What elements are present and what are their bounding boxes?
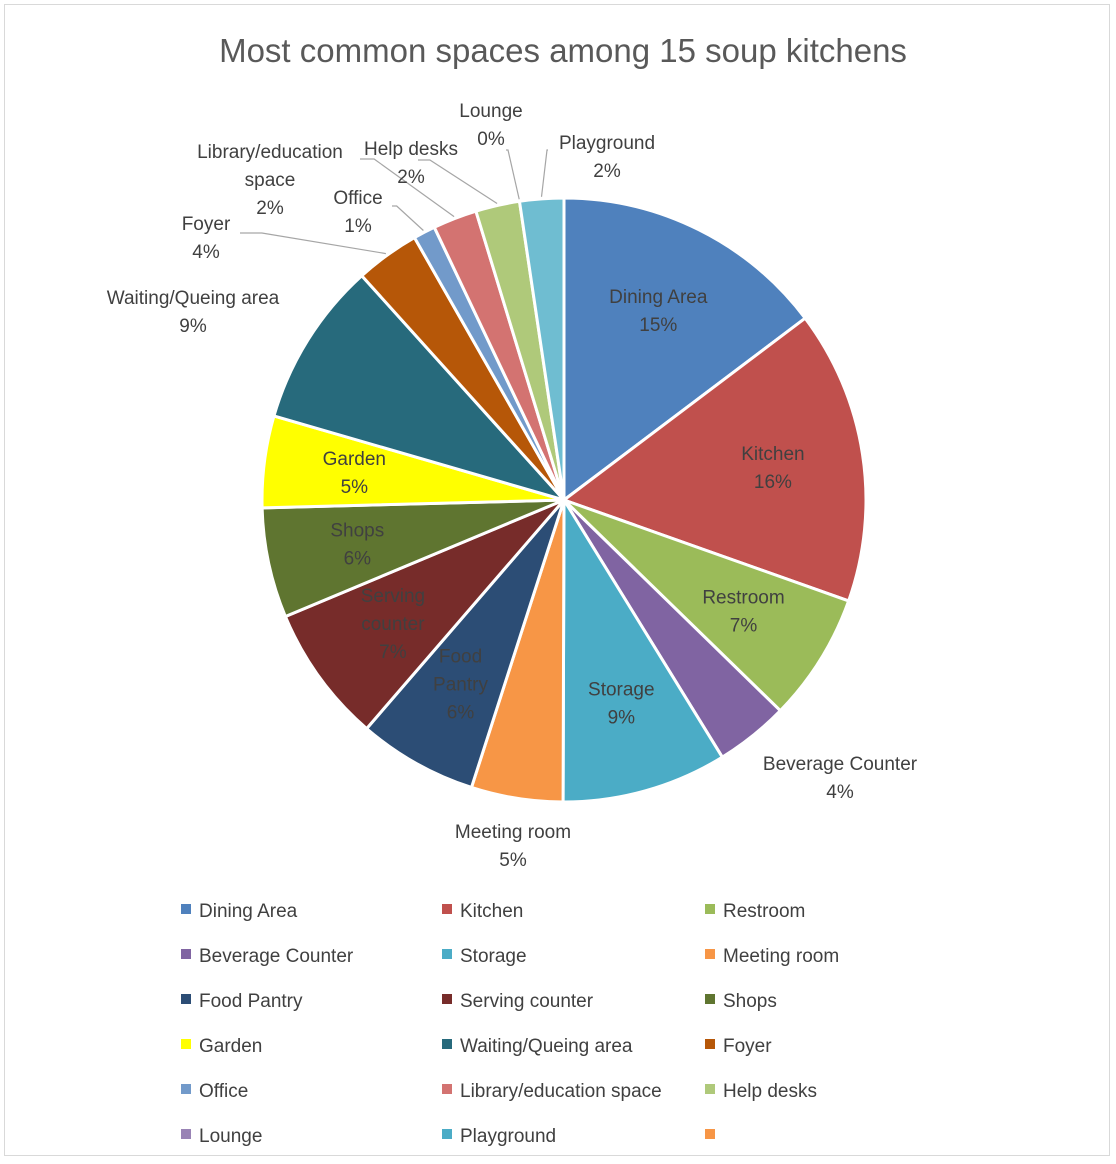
data-label-storage: Storage	[588, 680, 655, 701]
legend-swatch-blank-17	[705, 1129, 715, 1139]
data-label-value-food-pantry: 6%	[447, 702, 475, 723]
data-label-foyer: Foyer	[182, 214, 231, 235]
data-label-shops: Shops	[330, 520, 384, 541]
legend-label-playground: Playground	[460, 1126, 556, 1147]
legend-swatch-lounge	[181, 1129, 191, 1139]
data-label-beverage-counter: Beverage Counter	[763, 754, 918, 775]
data-label-playground: Playground	[559, 133, 655, 154]
data-label-waiting-queing-area: Waiting/Queing area	[107, 288, 280, 309]
data-label-restroom: Restroom	[702, 588, 784, 609]
legend-label-meeting-room: Meeting room	[723, 946, 839, 967]
data-label-value-lounge: 0%	[477, 129, 505, 150]
legend-swatch-waiting-queing-area	[442, 1039, 452, 1049]
legend-swatch-help-desks	[705, 1084, 715, 1094]
data-label-office: Office	[333, 188, 382, 209]
data-label-serving-counter: counter	[361, 614, 425, 635]
legend-swatch-beverage-counter	[181, 949, 191, 959]
legend-label-shops: Shops	[723, 991, 777, 1012]
data-label-meeting-room: Meeting room	[455, 822, 571, 843]
data-label-value-office: 1%	[344, 216, 372, 237]
legend-label-library-education-space: Library/education space	[460, 1081, 662, 1102]
legend-label-food-pantry: Food Pantry	[199, 991, 303, 1012]
data-label-value-serving-counter: 7%	[379, 642, 407, 663]
data-label-value-shops: 6%	[344, 548, 372, 569]
slice-serving-counter	[283, 498, 566, 731]
legend-swatch-playground	[442, 1129, 452, 1139]
data-label-garden: Garden	[323, 449, 386, 470]
legend-swatch-dining-area	[181, 904, 191, 914]
data-label-value-help-desks: 2%	[397, 167, 425, 188]
legend-label-storage: Storage	[460, 946, 527, 967]
slice-playground	[517, 196, 566, 501]
legend-swatch-library-education-space	[442, 1084, 452, 1094]
legend-swatch-office	[181, 1084, 191, 1094]
legend-label-lounge: Lounge	[199, 1126, 262, 1147]
data-label-value-meeting-room: 5%	[499, 850, 527, 871]
slice-kitchen	[560, 316, 868, 603]
data-label-value-kitchen: 16%	[754, 472, 792, 493]
legend-label-kitchen: Kitchen	[460, 901, 523, 922]
leader-line-playground	[540, 149, 548, 197]
legend-label-garden: Garden	[199, 1036, 262, 1057]
data-label-food-pantry: Pantry	[433, 674, 488, 695]
legend-swatch-kitchen	[442, 904, 452, 914]
data-label-value-garden: 5%	[341, 477, 369, 498]
data-label-value-storage: 9%	[608, 708, 636, 729]
pie-slices	[260, 196, 868, 804]
data-label-help-desks: Help desks	[364, 139, 458, 160]
data-label-library-education-space: Library/education	[197, 142, 343, 163]
data-label-library-education-space: space	[245, 170, 296, 191]
slice-restroom	[562, 498, 851, 713]
legend-swatch-serving-counter	[442, 994, 452, 1004]
legend-label-dining-area: Dining Area	[199, 901, 298, 922]
data-label-serving-counter: Serving	[361, 586, 425, 607]
legend-label-beverage-counter: Beverage Counter	[199, 946, 354, 967]
leader-line-foyer	[240, 232, 386, 255]
legend-label-restroom: Restroom	[723, 901, 805, 922]
slice-food-pantry	[364, 499, 566, 790]
leader-line-office	[392, 205, 424, 231]
data-label-value-waiting-queing-area: 9%	[179, 316, 207, 337]
data-label-lounge: Lounge	[459, 101, 522, 122]
data-label-kitchen: Kitchen	[741, 444, 804, 465]
data-label-value-playground: 2%	[593, 161, 621, 182]
legend-swatch-storage	[442, 949, 452, 959]
data-label-food-pantry: Food	[439, 646, 482, 667]
data-label-value-beverage-counter: 4%	[826, 782, 854, 803]
data-label-value-dining-area: 15%	[639, 315, 677, 336]
chart-title: Most common spaces among 15 soup kitchen…	[219, 32, 907, 69]
leader-line-help-desks	[418, 159, 498, 205]
legend-label-office: Office	[199, 1081, 248, 1102]
leader-line-lounge	[506, 149, 520, 200]
leader-lines	[240, 149, 548, 255]
legend-label-foyer: Foyer	[723, 1036, 772, 1057]
data-label-value-restroom: 7%	[730, 616, 758, 637]
legend-label-waiting-queing-area: Waiting/Queing area	[460, 1036, 633, 1057]
data-label-value-library-education-space: 2%	[256, 198, 284, 219]
slice-waiting-queing-area	[272, 273, 569, 503]
data-labels: Dining Area 15% Kitchen 16% Restroom 7% Bevera…	[107, 101, 918, 871]
legend-label-serving-counter: Serving counter	[460, 991, 594, 1012]
legend-swatch-restroom	[705, 904, 715, 914]
legend-swatch-garden	[181, 1039, 191, 1049]
slice-storage	[561, 494, 725, 804]
legend-label-help-desks: Help desks	[723, 1081, 817, 1102]
data-label-dining-area: Dining Area	[609, 287, 708, 308]
legend: Dining Area Kitchen Restroom Beverage Count…	[181, 901, 839, 1147]
slice-dining-area	[562, 196, 808, 504]
legend-swatch-meeting-room	[705, 949, 715, 959]
data-label-value-foyer: 4%	[192, 242, 220, 263]
legend-swatch-food-pantry	[181, 994, 191, 1004]
legend-swatch-foyer	[705, 1039, 715, 1049]
leader-line-library-education-space	[360, 158, 455, 218]
legend-swatch-shops	[705, 994, 715, 1004]
